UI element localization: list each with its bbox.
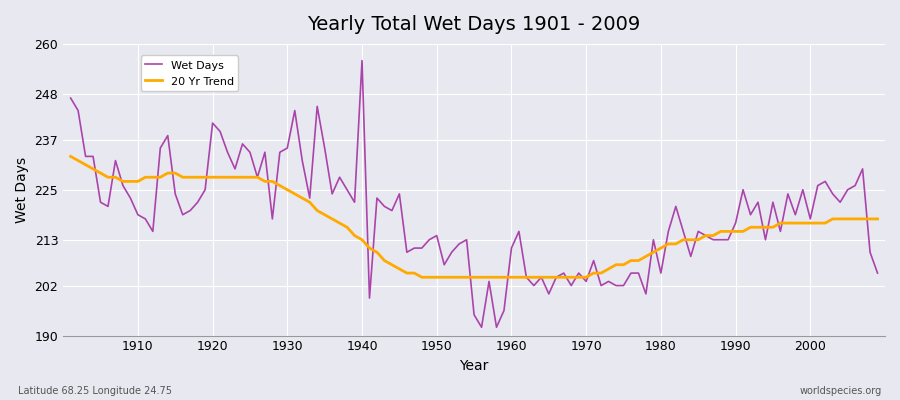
Wet Days — [872, 271, 883, 276]
Wet Days — [610, 283, 621, 288]
Text: worldspecies.org: worldspecies.org — [800, 386, 882, 396]
Wet Days — [356, 58, 367, 63]
Wet Days — [290, 108, 301, 113]
20 Yr Trend — [65, 154, 76, 159]
Title: Yearly Total Wet Days 1901 - 2009: Yearly Total Wet Days 1901 - 2009 — [308, 15, 641, 34]
Wet Days — [521, 275, 532, 280]
Wet Days — [514, 229, 525, 234]
X-axis label: Year: Year — [459, 359, 489, 373]
Wet Days — [65, 96, 76, 100]
Line: 20 Yr Trend: 20 Yr Trend — [70, 156, 878, 277]
Wet Days — [334, 175, 345, 180]
Legend: Wet Days, 20 Yr Trend: Wet Days, 20 Yr Trend — [140, 55, 238, 91]
Wet Days — [125, 196, 136, 200]
Wet Days — [476, 325, 487, 330]
Line: Wet Days: Wet Days — [70, 60, 878, 327]
20 Yr Trend — [506, 275, 517, 280]
20 Yr Trend — [334, 221, 345, 226]
20 Yr Trend — [290, 192, 301, 196]
20 Yr Trend — [514, 275, 525, 280]
20 Yr Trend — [125, 179, 136, 184]
Y-axis label: Wet Days: Wet Days — [15, 157, 29, 223]
20 Yr Trend — [872, 216, 883, 221]
Text: Latitude 68.25 Longitude 24.75: Latitude 68.25 Longitude 24.75 — [18, 386, 172, 396]
20 Yr Trend — [417, 275, 428, 280]
20 Yr Trend — [603, 266, 614, 271]
